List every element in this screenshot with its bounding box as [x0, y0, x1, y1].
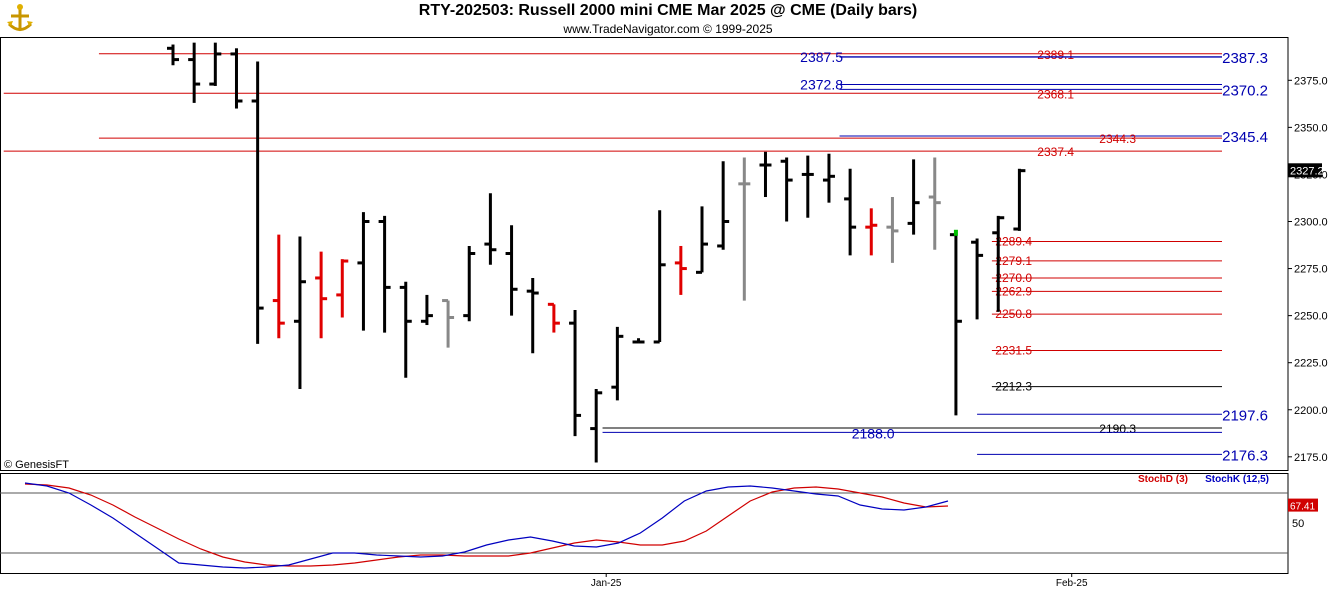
ohlc-bar[interactable]: [526, 277, 539, 354]
level-label: 2176.3: [1222, 447, 1268, 464]
price-panel-frame: [0, 37, 1289, 471]
y-tick-label: 2350.0: [1294, 122, 1328, 134]
ohlc-bar[interactable]: [357, 212, 370, 331]
ohlc-bar[interactable]: [1013, 168, 1026, 231]
ohlc-bar[interactable]: [547, 302, 560, 333]
level-label: 2231.5: [995, 343, 1032, 357]
chart-header: RTY-202503: Russell 2000 mini CME Mar 20…: [0, 0, 1336, 38]
ohlc-bar[interactable]: [611, 326, 624, 401]
level-label: 2262.9: [995, 284, 1032, 298]
level-label: 2190.3: [1099, 422, 1136, 436]
ohlc-bar[interactable]: [717, 161, 730, 250]
last-price-badge: [1288, 163, 1322, 178]
ohlc-bar[interactable]: [463, 245, 476, 322]
ohlc-bar[interactable]: [738, 157, 751, 301]
ohlc-bar[interactable]: [420, 294, 433, 326]
y-tick-label: 2375.0: [1294, 75, 1328, 87]
level-label: 2212.3: [995, 380, 1032, 394]
x-tick-label: Feb-25: [1056, 578, 1088, 589]
ohlc-bar[interactable]: [230, 48, 243, 109]
ohlc-bar[interactable]: [886, 197, 899, 263]
ohlc-bar[interactable]: [907, 159, 920, 235]
level-label: 2345.4: [1222, 129, 1268, 146]
ohlc-bar[interactable]: [293, 236, 306, 390]
stoch-series-line: [24, 483, 949, 567]
trade-navigator-logo-icon: [4, 2, 36, 34]
level-label: 2250.8: [995, 307, 1032, 321]
ohlc-bar[interactable]: [674, 245, 687, 295]
chart-subtitle: www.TradeNavigator.com © 1999-2025: [563, 22, 773, 36]
level-label: 2289.4: [995, 234, 1032, 248]
level-label: 2370.2: [1222, 82, 1268, 99]
level-label: 2188.0: [852, 425, 895, 441]
ohlc-bar[interactable]: [971, 238, 984, 320]
level-label: 2368.1: [1037, 87, 1074, 101]
ohlc-bar[interactable]: [780, 157, 793, 222]
y-tick-label: 2175.0: [1294, 452, 1328, 464]
ohlc-bar[interactable]: [844, 168, 857, 256]
ohlc-bar[interactable]: [167, 44, 179, 66]
level-label: 2387.3: [1222, 50, 1268, 67]
ohlc-bar[interactable]: [484, 193, 497, 265]
ohlc-bar[interactable]: [251, 61, 264, 344]
ohlc-bar[interactable]: [865, 208, 878, 256]
ohlc-bar[interactable]: [272, 234, 285, 339]
ohlc-bar[interactable]: [590, 389, 603, 463]
y-tick-label: 2200.0: [1294, 405, 1328, 417]
ohlc-bar[interactable]: [209, 42, 222, 86]
stoch-series-line: [24, 482, 949, 569]
ohlc-bar[interactable]: [505, 225, 518, 316]
ohlc-bar[interactable]: [315, 251, 328, 339]
level-label: 2279.1: [995, 254, 1032, 268]
y-tick-label: 2225.0: [1294, 358, 1328, 370]
copyright-label: © GenesisFT: [4, 459, 69, 471]
level-label: 2337.4: [1037, 145, 1074, 159]
chart-title: RTY-202503: Russell 2000 mini CME Mar 20…: [418, 2, 918, 19]
ohlc-bar[interactable]: [696, 206, 708, 274]
stoch-last-value-label: 67.41: [1290, 502, 1315, 513]
price-panel[interactable]: 2175.02200.02225.02250.02275.02300.02325…: [0, 37, 1328, 471]
y-tick-label: 2300.0: [1294, 216, 1328, 228]
level-label: 2197.6: [1222, 407, 1268, 424]
level-label: 2344.3: [1099, 132, 1136, 146]
ohlc-bar[interactable]: [378, 215, 391, 333]
stochastic-panel[interactable]: Jan-25 Feb-25 50 StochD (3) StochK (12,5) 67.…: [0, 473, 1318, 590]
stoch-last-value-badge: [1288, 498, 1318, 512]
ohlc-bar[interactable]: [653, 210, 666, 344]
signal-marker: [953, 229, 958, 236]
level-label: 2270.0: [995, 271, 1032, 285]
ohlc-bar[interactable]: [442, 299, 455, 348]
ohlc-bar[interactable]: [928, 157, 941, 250]
ohlc-bar[interactable]: [188, 42, 201, 103]
last-price-label: 2327.2: [1290, 165, 1324, 177]
ohlc-bar[interactable]: [759, 151, 772, 198]
y-tick-label: 2275.0: [1294, 264, 1328, 276]
y-tick-label: 2250.0: [1294, 311, 1328, 323]
ohlc-bar[interactable]: [801, 155, 814, 218]
ohlc-bar[interactable]: [632, 338, 645, 344]
level-label: 2372.8: [800, 76, 843, 92]
stoch-legend-label: StochK (12,5): [1205, 474, 1269, 485]
ohlc-bar[interactable]: [399, 281, 412, 378]
x-tick-label: Jan-25: [591, 578, 622, 589]
level-label: 2389.1: [1037, 48, 1074, 62]
stoch-legend-label: StochD (3): [1138, 474, 1188, 485]
level-label: 2387.5: [800, 49, 843, 65]
ohlc-bar[interactable]: [336, 259, 349, 318]
ohlc-bar[interactable]: [992, 215, 1005, 312]
stoch-panel-frame: [0, 473, 1289, 574]
ohlc-bar[interactable]: [569, 309, 582, 437]
stoch-y-tick-label: 50: [1292, 518, 1304, 530]
ohlc-bar[interactable]: [822, 153, 835, 203]
